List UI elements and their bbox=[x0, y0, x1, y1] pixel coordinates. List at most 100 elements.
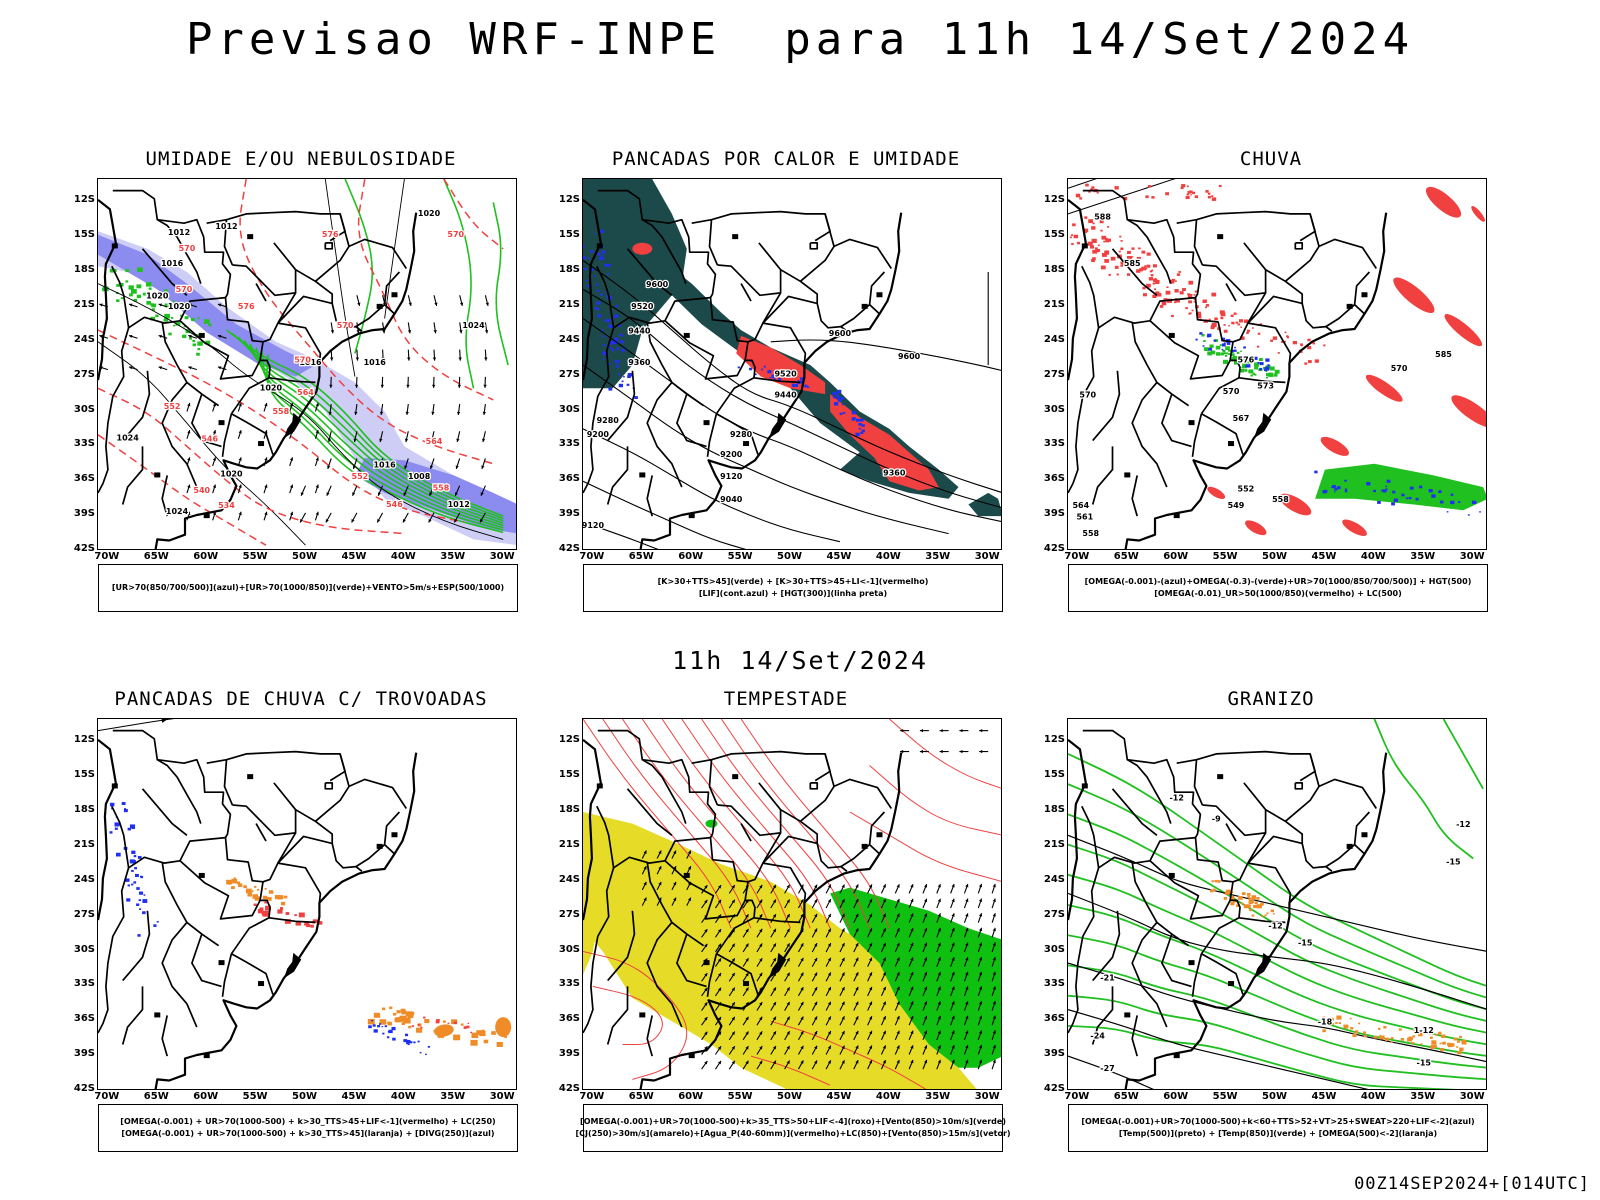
contour-label: 9440 bbox=[774, 391, 797, 400]
vector-head bbox=[326, 492, 330, 496]
divergence-blue-speck bbox=[134, 873, 139, 878]
humidity-speck bbox=[164, 313, 170, 319]
vector-head bbox=[731, 1031, 735, 1035]
rain-red-patch bbox=[1207, 486, 1226, 499]
lake-mark bbox=[1228, 981, 1235, 987]
divergence-blue-speck bbox=[124, 808, 126, 810]
vector-head bbox=[786, 1045, 790, 1050]
rain-red-speck bbox=[1211, 322, 1217, 328]
state-border bbox=[1092, 910, 1121, 982]
omega-orange-speck bbox=[1383, 1026, 1387, 1029]
lifted-index-contour bbox=[607, 263, 611, 267]
vector-head bbox=[924, 928, 928, 932]
vector-head bbox=[979, 728, 983, 733]
vector-head bbox=[814, 957, 818, 962]
rain-red-speck bbox=[1230, 314, 1234, 317]
divergence-blue-speck bbox=[373, 1029, 378, 1033]
vector-head bbox=[992, 971, 996, 976]
vector-head bbox=[704, 987, 708, 992]
state-border bbox=[706, 413, 718, 457]
coastline-and-borders bbox=[98, 729, 418, 1089]
thunderstorm-orange-speck bbox=[389, 1006, 393, 1010]
thunderstorm-orange-speck bbox=[247, 892, 253, 897]
vector-head bbox=[431, 411, 435, 415]
contour-label: 9360 bbox=[883, 468, 906, 477]
rain-green-speck bbox=[1237, 359, 1242, 363]
vector-head bbox=[978, 971, 983, 976]
vector-head bbox=[924, 898, 928, 903]
divergence-blue-speck bbox=[381, 1025, 384, 1028]
omega-orange-speck bbox=[1266, 912, 1269, 915]
vector-head bbox=[772, 1060, 776, 1065]
thunderstorm-orange-speck bbox=[483, 1039, 489, 1044]
lifted-index-contour bbox=[601, 335, 604, 337]
rain-blue-speck bbox=[1408, 496, 1412, 500]
thunderstorm-red-speck bbox=[296, 921, 300, 924]
longitude-label: 35W bbox=[925, 551, 951, 562]
lake-mark bbox=[683, 332, 690, 338]
thunderstorm-red-speck bbox=[259, 907, 264, 911]
vector-head bbox=[869, 928, 873, 932]
thunderstorm-red-speck bbox=[261, 910, 267, 915]
vector-head bbox=[965, 957, 969, 961]
lifted-index-contour bbox=[619, 333, 623, 337]
state-border bbox=[111, 805, 226, 869]
rain-green-speck bbox=[1203, 347, 1209, 351]
vector-head bbox=[910, 913, 914, 917]
contour-label: 9360 bbox=[628, 358, 651, 367]
thunderstorm-red-speck bbox=[279, 907, 284, 910]
divergence-blue-speck bbox=[127, 827, 131, 831]
humidity-speck bbox=[145, 282, 152, 287]
rain-red-speck bbox=[1129, 263, 1132, 266]
vector-head bbox=[937, 942, 941, 947]
vector-head bbox=[382, 330, 386, 334]
vector-head bbox=[643, 897, 647, 902]
vector-head bbox=[978, 1059, 983, 1064]
state-border bbox=[1131, 1015, 1139, 1057]
rain-green-speck bbox=[1237, 356, 1240, 359]
state-border bbox=[179, 860, 261, 920]
divergence-blue-speck bbox=[156, 920, 159, 923]
divergence-blue-speck bbox=[142, 911, 146, 915]
humidity-speck bbox=[164, 303, 170, 308]
state-border bbox=[1202, 782, 1267, 837]
state-border bbox=[646, 861, 705, 947]
longitude-label: 55W bbox=[242, 1091, 268, 1102]
latitude-label: 39S bbox=[73, 1048, 95, 1060]
rain-red-speck bbox=[1083, 228, 1089, 233]
state-border bbox=[715, 953, 759, 995]
rain-red-speck bbox=[1120, 247, 1124, 251]
thunderstorm-orange-speck bbox=[401, 1022, 405, 1026]
rain-blue-speck bbox=[1385, 485, 1387, 488]
vector-head bbox=[992, 942, 996, 946]
state-border bbox=[1247, 322, 1292, 363]
vector-head bbox=[643, 850, 647, 854]
lifted-index-contour bbox=[585, 279, 589, 282]
streamline-250 bbox=[98, 719, 175, 732]
rain-red-speck bbox=[1142, 293, 1147, 297]
run-timestamp: 00Z14SEP2024+[014UTC] bbox=[1354, 1174, 1590, 1194]
temp-500-contour bbox=[1068, 834, 1486, 952]
thickness-contour bbox=[239, 179, 494, 465]
lake-mark bbox=[861, 303, 868, 309]
latitude-label: 30S bbox=[73, 403, 95, 415]
rain-red-speck bbox=[1156, 292, 1162, 297]
latitude-label: 36S bbox=[73, 473, 95, 485]
state-border bbox=[1068, 327, 1100, 494]
contour-label: 552 bbox=[1238, 485, 1255, 494]
rain-blue-speck bbox=[1391, 502, 1395, 506]
lifted-index-contour bbox=[616, 364, 620, 367]
lifted-index-contour bbox=[616, 347, 620, 350]
lifted-index-contour bbox=[608, 341, 614, 345]
state-border bbox=[255, 823, 267, 842]
thunderstorm-orange-speck bbox=[408, 1025, 412, 1029]
state-border bbox=[747, 832, 782, 883]
latitude-label: 18S bbox=[73, 264, 95, 275]
divergence-blue-speck bbox=[139, 891, 144, 895]
rain-red-speck bbox=[1089, 245, 1095, 249]
vector-head bbox=[704, 929, 708, 933]
rain-red-speck bbox=[1091, 186, 1095, 189]
longitude-label: 30W bbox=[974, 551, 1000, 562]
contour-label: 9120 bbox=[720, 472, 743, 481]
legend-line: [OMEGA(-0.001) + UR>70(1000-500) + k>30_… bbox=[120, 1117, 496, 1126]
